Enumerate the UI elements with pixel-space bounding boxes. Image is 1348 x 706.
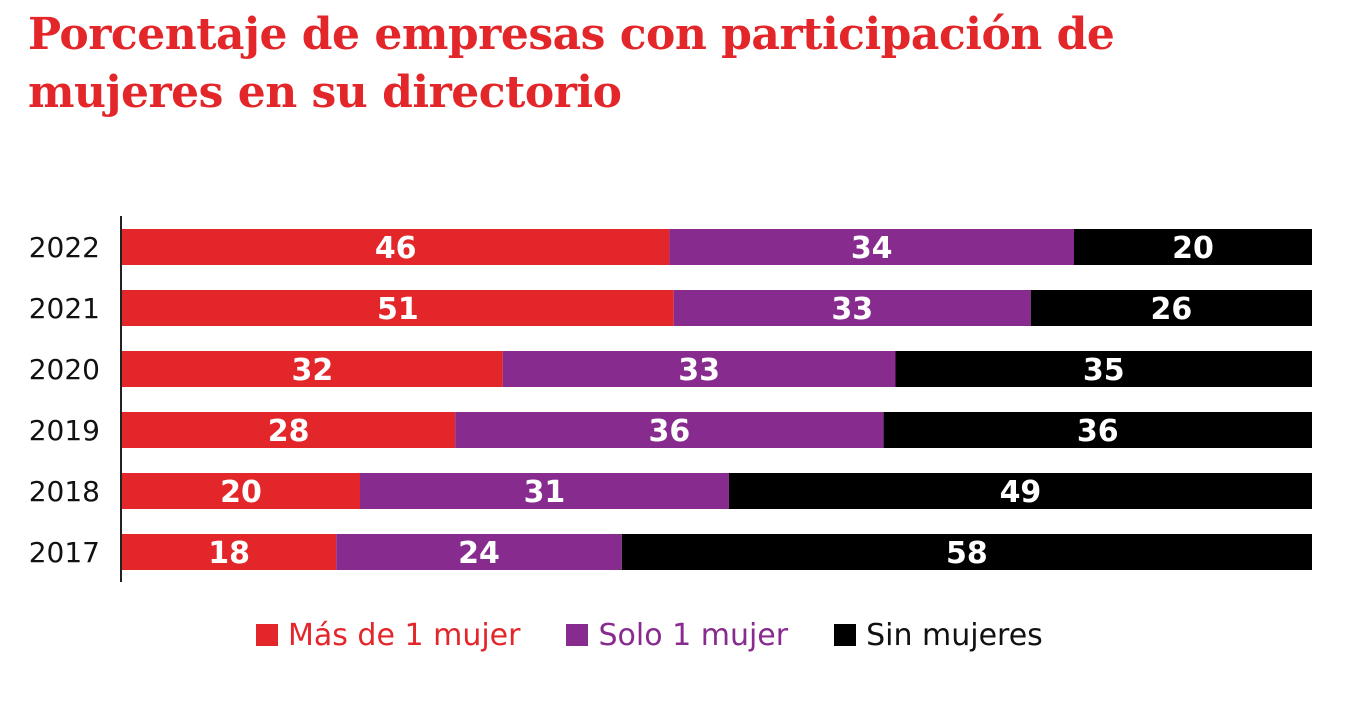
data-label-2017-sin-mujeres: 58 bbox=[946, 536, 988, 571]
legend-swatch bbox=[566, 624, 589, 646]
bar-2017-solo-1-mujer bbox=[336, 534, 622, 570]
legend-item-sin-mujeres: Sin mujeres bbox=[834, 618, 1043, 653]
data-label-2021-solo-1-mujer: 33 bbox=[831, 292, 873, 327]
data-label-2017-solo-1-mujer: 24 bbox=[458, 536, 500, 571]
bar-2022-sin-mujeres bbox=[1074, 229, 1312, 265]
data-label-2020-sin-mujeres: 35 bbox=[1083, 353, 1125, 388]
bar-2021-solo-1-mujer bbox=[673, 290, 1031, 326]
bar-2019-solo-1-mujer bbox=[455, 412, 884, 448]
legend-swatch bbox=[834, 624, 857, 646]
legend-item-solo-1-mujer: Solo 1 mujer bbox=[566, 618, 788, 653]
bar-2021-sin-mujeres bbox=[1030, 290, 1312, 326]
legend-swatch bbox=[256, 624, 278, 646]
bars-group: 2022 46 34 20 2021 51 33 26 2020 32 33 35 2019 28 36 36… bbox=[29, 229, 1312, 571]
data-label-2022-sin-mujeres: 20 bbox=[1172, 231, 1214, 266]
chart-title: Porcentaje de empresas con participación… bbox=[28, 9, 1115, 118]
bar-2022-solo-1-mujer bbox=[669, 229, 1074, 265]
data-label-2020-mas-de-1-mujer: 32 bbox=[292, 353, 334, 388]
y-tick-label-2022: 2022 bbox=[29, 231, 100, 264]
data-label-2019-sin-mujeres: 36 bbox=[1077, 414, 1119, 449]
bar-2019-mas-de-1-mujer bbox=[122, 412, 456, 448]
y-tick-label-2021: 2021 bbox=[29, 292, 100, 325]
bar-2018-solo-1-mujer bbox=[360, 473, 729, 509]
data-label-2017-mas-de-1-mujer: 18 bbox=[208, 536, 250, 571]
legend-label: Más de 1 mujer bbox=[288, 617, 521, 653]
bar-2018-sin-mujeres bbox=[728, 473, 1312, 509]
data-label-2019-solo-1-mujer: 36 bbox=[649, 414, 691, 449]
y-tick-label-2018: 2018 bbox=[29, 475, 100, 508]
data-label-2018-sin-mujeres: 49 bbox=[1000, 475, 1042, 510]
legend-label: Sin mujeres bbox=[866, 617, 1043, 653]
legend: Más de 1 mujer Solo 1 mujer Sin mujeres bbox=[256, 612, 1089, 658]
bar-2020-mas-de-1-mujer bbox=[122, 351, 503, 387]
bar-2020-sin-mujeres bbox=[895, 351, 1312, 387]
data-label-2021-sin-mujeres: 26 bbox=[1150, 292, 1192, 327]
data-label-2018-solo-1-mujer: 31 bbox=[524, 475, 566, 510]
data-label-2018-mas-de-1-mujer: 20 bbox=[220, 475, 262, 510]
bar-2017-mas-de-1-mujer bbox=[122, 534, 337, 570]
data-label-2022-mas-de-1-mujer: 46 bbox=[375, 231, 417, 266]
y-tick-label-2020: 2020 bbox=[29, 353, 100, 386]
bar-2017-sin-mujeres bbox=[621, 534, 1312, 570]
data-label-2020-solo-1-mujer: 33 bbox=[678, 353, 720, 388]
bar-2022-mas-de-1-mujer bbox=[122, 229, 670, 265]
y-tick-label-2019: 2019 bbox=[29, 414, 100, 447]
bar-2018-mas-de-1-mujer bbox=[122, 473, 360, 509]
legend-item-mas-de-1-mujer: Más de 1 mujer bbox=[256, 618, 520, 653]
bar-2021-mas-de-1-mujer bbox=[122, 290, 674, 326]
y-tick-label-2017: 2017 bbox=[29, 536, 100, 569]
data-label-2021-mas-de-1-mujer: 51 bbox=[377, 292, 419, 327]
data-label-2022-solo-1-mujer: 34 bbox=[851, 231, 893, 266]
legend-label: Solo 1 mujer bbox=[598, 617, 789, 653]
bar-2020-solo-1-mujer bbox=[502, 351, 896, 387]
bar-2019-sin-mujeres bbox=[883, 412, 1312, 448]
data-label-2019-mas-de-1-mujer: 28 bbox=[268, 414, 310, 449]
